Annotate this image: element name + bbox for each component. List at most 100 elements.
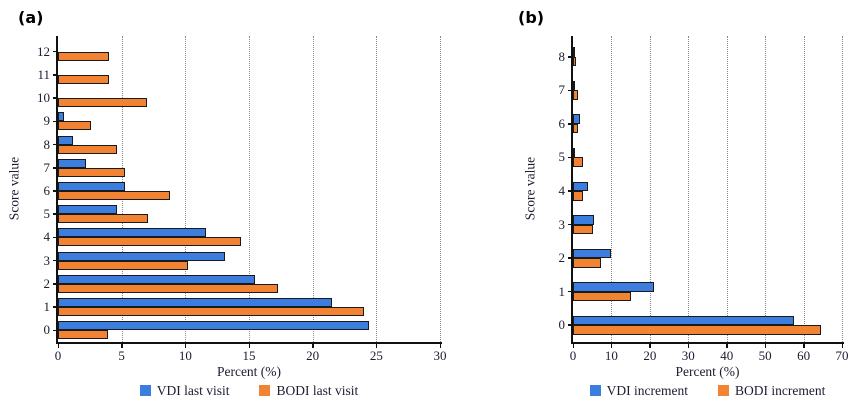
y-axis-label: Score value [522, 156, 538, 221]
legend-label: VDI increment [606, 382, 688, 398]
legend: VDI last visit BODI last visit [99, 382, 399, 398]
gridline [726, 36, 728, 342]
bar-bodi-last-visit [58, 260, 188, 270]
bar-bodi-last-visit [58, 167, 126, 177]
y-tick-label: 3 [558, 216, 566, 232]
y-tick-label: 3 [43, 252, 51, 268]
gridline [765, 36, 767, 342]
bar-vdi-last-visit [58, 158, 86, 168]
x-tick-label: 60 [797, 348, 811, 363]
y-tick-label: 8 [43, 136, 51, 152]
panel-a-label: (a) [18, 8, 44, 27]
bar-vdi-increment [573, 147, 576, 158]
y-tick-label: 1 [43, 299, 51, 315]
y-tick-label: 1 [558, 283, 566, 299]
x-tick-label: 15 [242, 348, 256, 363]
y-tick-label: 7 [43, 159, 51, 175]
bar-vdi-increment [573, 47, 575, 57]
x-axis-label: Percent (%) [675, 364, 740, 379]
x-axis-tick [764, 344, 767, 348]
x-axis-tick [57, 344, 59, 348]
x-axis-tick [803, 344, 805, 348]
x-tick-label: 0 [54, 348, 62, 363]
legend-swatch-icon [717, 384, 729, 396]
legend-label: BODI increment [734, 382, 826, 398]
x-axis-tick [610, 344, 613, 348]
x-tick-label: 30 [681, 348, 695, 363]
y-axis [56, 36, 58, 344]
y-axis-tick [568, 290, 572, 293]
bar-vdi-last-visit [58, 112, 65, 122]
y-tick-label: 2 [558, 250, 566, 266]
gridline [249, 36, 250, 342]
x-tick-label: 5 [118, 348, 125, 363]
y-tick-label: 2 [43, 275, 51, 291]
x-tick-label: 50 [758, 348, 772, 363]
gridline [312, 36, 314, 342]
bar-bodi-last-visit [58, 51, 109, 61]
bar-vdi-last-visit [58, 228, 206, 238]
y-tick-label: 6 [43, 183, 51, 198]
x-axis-tick [248, 344, 250, 348]
y-tick-label: 7 [558, 82, 566, 98]
x-tick-label: 20 [643, 348, 657, 363]
x-axis-tick [375, 344, 378, 348]
gridline [376, 36, 378, 342]
y-axis [571, 36, 573, 344]
x-axis-tick [649, 344, 651, 348]
bar-bodi-last-visit [58, 121, 92, 131]
gridline [842, 36, 843, 342]
bar-bodi-increment [573, 258, 602, 268]
x-tick-label: 70 [835, 348, 849, 363]
gridline [649, 36, 651, 342]
bar-bodi-last-visit [58, 283, 279, 293]
x-axis-label: Percent (%) [216, 364, 282, 379]
legend-label: BODI last visit [276, 382, 359, 398]
bar-bodi-last-visit [58, 330, 108, 340]
bar-bodi-last-visit [58, 191, 171, 200]
legend-swatch-icon [259, 384, 271, 396]
y-axis-label: Score value [6, 156, 22, 221]
y-axis-tick [568, 190, 572, 192]
legend-swatch-icon [589, 384, 601, 396]
bar-bodi-increment [573, 325, 821, 335]
gridline [611, 36, 613, 342]
x-axis-tick [184, 344, 187, 348]
y-tick-label: 8 [558, 48, 566, 64]
bar-vdi-last-visit [58, 182, 126, 191]
y-axis-tick [53, 190, 57, 192]
bar-vdi-increment [573, 181, 588, 191]
x-axis-tick [572, 344, 574, 348]
legend-item-bodi-increment: BODI increment [717, 382, 826, 398]
y-tick-label: 6 [558, 115, 566, 131]
y-axis-tick [568, 324, 572, 326]
y-tick-label: 9 [43, 113, 51, 129]
bar-vdi-increment [573, 80, 575, 91]
x-axis-tick [841, 344, 843, 348]
bar-vdi-last-visit [58, 251, 225, 261]
legend-swatch-icon [139, 384, 151, 396]
y-axis-tick [568, 56, 572, 58]
y-axis-tick [53, 97, 57, 99]
y-axis-tick [53, 50, 57, 53]
bar-vdi-increment [573, 315, 794, 326]
y-tick-label: 10 [37, 90, 50, 106]
bar-bodi-increment [573, 291, 631, 302]
y-axis-tick [53, 236, 57, 239]
x-tick-label: 20 [306, 348, 320, 363]
y-tick-label: 5 [43, 206, 51, 222]
bar-vdi-increment [573, 114, 580, 124]
bar-bodi-increment [573, 157, 583, 167]
x-axis-tick [121, 344, 123, 348]
x-axis [571, 342, 844, 344]
y-tick-label: 4 [558, 183, 566, 198]
y-axis-tick [568, 156, 572, 159]
x-axis-tick [687, 344, 690, 348]
y-tick-label: 11 [37, 66, 50, 82]
x-axis-tick [439, 344, 441, 348]
y-axis-tick [568, 89, 572, 92]
gridline [688, 36, 690, 342]
y-axis-tick [53, 143, 57, 146]
y-axis-tick [53, 213, 57, 215]
